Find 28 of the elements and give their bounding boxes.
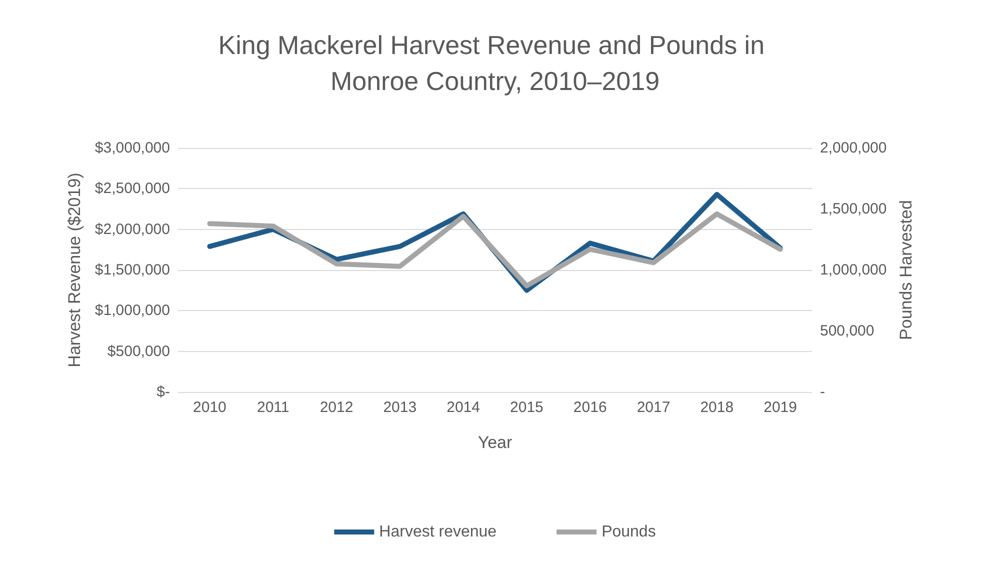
y-tick-label: $1,000,000: [94, 302, 170, 320]
legend-label: Pounds: [602, 524, 656, 540]
y-tick-label: $3,000,000: [94, 140, 170, 156]
y2-axis-title: Pounds Harvested: [896, 200, 916, 340]
x-tick-label: 2017: [636, 399, 670, 416]
x-tick-label: 2016: [573, 399, 607, 416]
chart-title: King Mackerel Harvest Revenue and Pounds in Monroe Country, 2010–2019: [218, 30, 772, 96]
y-axis-title: Harvest Revenue ($2019): [65, 172, 84, 368]
y2-tick-label: -: [820, 384, 825, 400]
y2-tick-label: 1,500,000: [820, 200, 887, 218]
x-tick-label: 2018: [700, 399, 734, 416]
y-tick-label: $2,500,000: [94, 180, 170, 198]
x-tick-label: 2019: [764, 399, 797, 416]
y2-tick-label: 1,000,000: [820, 262, 887, 278]
y2-tick-label: 500,000: [820, 322, 874, 340]
y-tick-label: $-: [156, 384, 170, 400]
x-axis-title: Year: [478, 433, 513, 452]
y2-tick-label: 2,000,000: [820, 140, 887, 156]
legend-label: Harvest revenue: [379, 524, 497, 540]
y-tick-label: $500,000: [107, 342, 170, 360]
x-tick-label: 2012: [320, 399, 354, 416]
x-tick-label: 2011: [256, 399, 290, 416]
y-tick-label: $2,000,000: [94, 220, 170, 238]
y-tick-label: $1,500,000: [94, 262, 170, 278]
x-tick-label: 2010: [193, 399, 226, 416]
x-tick-label: 2015: [510, 399, 544, 416]
x-tick-label: 2013: [383, 399, 417, 416]
x-tick-label: 2014: [446, 399, 480, 416]
